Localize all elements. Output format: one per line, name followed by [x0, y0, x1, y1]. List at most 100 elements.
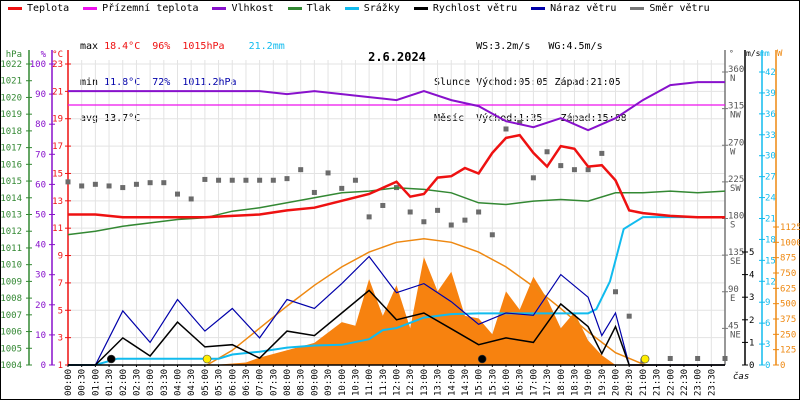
x-tick-label: 07:00	[256, 369, 266, 396]
x-tick-label: 23:00	[694, 369, 704, 396]
x-tick-label: 16:00	[502, 369, 512, 396]
legend: Teplota Přízemní teplota Vlhkost Tlak Srážky…	[8, 3, 724, 14]
wind-direction-point	[517, 119, 523, 125]
rain-tick-label: 21	[765, 215, 776, 225]
pressure-tick-label: 1005	[0, 344, 22, 354]
temperature-tick-label: 23	[52, 60, 63, 70]
x-tick-label: 04:00	[174, 369, 184, 396]
sunrise-time: Východ:05:05	[476, 77, 549, 88]
x-tick-label: 12:00	[393, 369, 403, 396]
rain-tick-label: 0	[765, 361, 770, 371]
rain-tick-label: 6	[765, 319, 770, 329]
humidity-tick-label: 10	[35, 331, 46, 341]
wind-direction-point	[133, 181, 139, 187]
max-humidity: 96%	[152, 41, 171, 52]
solar-tick-label: 500	[780, 300, 796, 310]
direction-cardinal-label: NW	[730, 111, 741, 121]
wind-tick-label: 1	[749, 338, 754, 348]
x-tick-label: 15:00	[475, 369, 485, 396]
min-label: min	[80, 77, 99, 88]
legend-label: Náraz větru	[550, 3, 617, 14]
wind-direction-point	[325, 170, 331, 176]
pressure-tick-label: 1022	[0, 60, 22, 70]
solar-tick-label: 750	[780, 269, 796, 279]
wind-direction-point	[202, 176, 208, 182]
x-tick-label: 21:30	[653, 369, 663, 396]
direction-tick-label: 315	[728, 102, 744, 112]
wind-direction-point	[448, 222, 454, 228]
wind-direction-point	[339, 185, 345, 191]
direction-cardinal-label: W	[730, 147, 736, 157]
x-tick-label: 15:30	[488, 369, 498, 396]
legend-item: Rychlost větru	[413, 3, 517, 14]
x-tick-label: 11:30	[379, 369, 389, 396]
wind-tick-label: 3	[749, 293, 754, 303]
solar-tick-label: 250	[780, 330, 796, 340]
x-tick-label: 18:30	[570, 369, 580, 396]
x-tick-label: 14:00	[447, 369, 457, 396]
wind-direction-point	[216, 177, 222, 183]
max-pressure: 1015hPa	[182, 41, 225, 52]
x-tick-label: 05:30	[215, 369, 225, 396]
x-tick-label: 00:30	[78, 369, 88, 396]
pressure-tick-label: 1006	[0, 328, 22, 338]
x-tick-label: 06:30	[242, 369, 252, 396]
x-tick-label: 08:00	[283, 369, 293, 396]
legend-swatch	[8, 7, 22, 10]
x-tick-label: 17:00	[529, 369, 539, 396]
wind-direction-point	[243, 177, 249, 183]
x-tick-label: 01:30	[105, 369, 115, 396]
temperature-axis-unit: °C	[52, 50, 63, 60]
legend-swatch	[630, 7, 645, 10]
solar-tick-label: 1125	[780, 223, 800, 233]
rain-total: 21.2mm	[248, 41, 285, 52]
x-axis-label: čas	[733, 371, 749, 382]
sunset-marker	[640, 354, 650, 364]
wind-direction-point	[229, 177, 235, 183]
x-tick-label: 09:00	[310, 369, 320, 396]
pressure-tick-label: 1011	[0, 244, 22, 254]
legend-label: Teplota	[27, 3, 70, 14]
pressure-axis-unit: hPa	[6, 50, 22, 60]
rain-tick-label: 9	[765, 298, 770, 308]
legend-swatch	[83, 7, 98, 10]
humidity-tick-label: 90	[35, 90, 46, 100]
solar-tick-label: 125	[780, 346, 796, 356]
solar-tick-label: 875	[780, 254, 796, 264]
x-tick-label: 00:00	[64, 369, 74, 396]
direction-cardinal-label: N	[730, 74, 735, 84]
legend-label: Přízemní teplota	[102, 3, 199, 14]
rain-tick-label: 3	[765, 340, 770, 350]
pressure-tick-label: 1017	[0, 144, 22, 154]
wind-axis-unit: m/s	[746, 49, 761, 58]
sunset-time: Západ:21:05	[554, 77, 621, 88]
rain-tick-label: 15	[765, 256, 776, 266]
wind-direction-point	[489, 232, 495, 238]
temperature-tick-label: 3	[58, 334, 63, 344]
humidity-tick-label: 30	[35, 271, 46, 281]
legend-item: Přízemní teplota	[83, 3, 198, 14]
rain-line	[68, 216, 725, 366]
legend-label: Směr větru	[649, 3, 710, 14]
wind-direction-point	[366, 214, 372, 220]
temperature-tick-label: 21	[52, 87, 63, 97]
wind-direction-point	[284, 176, 290, 182]
pressure-tick-label: 1018	[0, 127, 22, 137]
x-tick-label: 02:00	[119, 369, 129, 396]
chart-title: 2.6.2024	[368, 50, 426, 64]
wind-direction-point	[257, 177, 263, 183]
wind-direction-point	[175, 191, 180, 197]
solar-tick-label: 375	[780, 315, 796, 325]
humidity-tick-label: 20	[35, 301, 46, 311]
x-tick-label: 10:30	[351, 369, 361, 396]
humidity-tick-label: 80	[35, 120, 46, 130]
temperature-tick-label: 1	[58, 361, 63, 371]
wind-direction-point	[503, 126, 509, 132]
humidity-tick-label: 50	[35, 211, 46, 221]
wind-direction-point	[188, 196, 194, 202]
legend-item: Srážky	[344, 3, 400, 14]
direction-cardinal-label: S	[730, 221, 735, 231]
x-tick-label: 22:30	[680, 369, 690, 396]
wind-tick-label: 5	[749, 248, 754, 258]
